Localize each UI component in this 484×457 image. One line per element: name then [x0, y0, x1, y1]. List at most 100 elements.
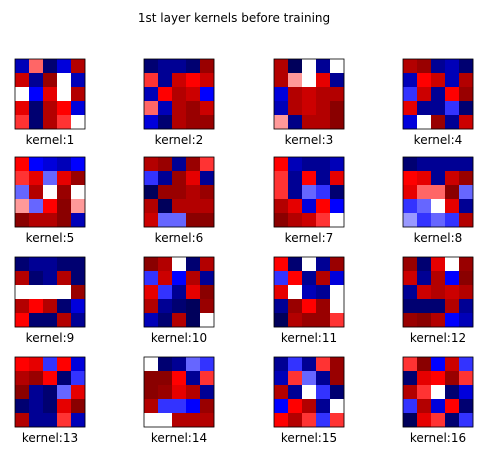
kernel-12-cell: [431, 257, 446, 272]
kernel-2-cell: [144, 87, 159, 102]
kernel-14-cell: [158, 413, 173, 428]
kernel-panel-10: kernel:10: [143, 256, 215, 345]
kernel-10-frame: [143, 256, 215, 328]
kernel-3-cell: [274, 59, 289, 74]
kernel-6-cell: [172, 199, 187, 214]
kernel-13-cell: [29, 399, 44, 414]
kernel-11-cell: [302, 285, 317, 300]
kernel-5-cell: [43, 185, 58, 200]
kernel-3-cell: [316, 59, 331, 74]
kernel-7-cell: [316, 171, 331, 186]
kernel-panel-9: kernel:9: [14, 256, 86, 345]
kernel-12-cell: [431, 285, 446, 300]
kernel-14-cell: [172, 399, 187, 414]
kernel-6-cell: [186, 157, 201, 172]
kernel-5-cell: [29, 213, 44, 228]
kernel-16-cell: [459, 399, 474, 414]
kernel-12-cell: [445, 271, 460, 286]
kernel-11-cell: [288, 285, 303, 300]
kernel-7-cell: [316, 185, 331, 200]
kernel-5-cell: [43, 171, 58, 186]
kernel-1-cell: [57, 87, 72, 102]
kernel-8-frame: [402, 156, 474, 228]
kernel-9-cell: [15, 271, 30, 286]
kernel-3-cell: [274, 101, 289, 116]
kernel-6-cell: [144, 157, 159, 172]
kernel-7-cell: [302, 157, 317, 172]
kernel-panel-16: kernel:16: [402, 356, 474, 445]
kernel-14-cell: [200, 385, 215, 400]
kernel-11-cell: [316, 257, 331, 272]
kernel-15-cell: [288, 357, 303, 372]
kernel-14-cell: [172, 413, 187, 428]
kernel-1-cell: [15, 115, 30, 130]
kernel-6-cell: [200, 157, 215, 172]
kernel-10-cell: [200, 257, 215, 272]
kernel-6-cell: [186, 185, 201, 200]
kernel-2-frame: [143, 58, 215, 130]
kernel-7-cell: [288, 185, 303, 200]
kernel-15-cell: [274, 357, 289, 372]
kernel-12-cell: [417, 313, 432, 328]
figure-title: 1st layer kernels before training: [138, 11, 330, 25]
kernel-2-cell: [158, 87, 173, 102]
kernel-6-cell: [200, 199, 215, 214]
kernel-6-frame: [143, 156, 215, 228]
kernel-15-frame: [273, 356, 345, 428]
kernel-11-cell: [274, 313, 289, 328]
kernel-15-cell: [302, 371, 317, 386]
kernel-15-cell: [316, 385, 331, 400]
kernel-panel-15: kernel:15: [273, 356, 345, 445]
kernel-4-frame: [402, 58, 474, 130]
kernel-8-cell: [459, 213, 474, 228]
kernel-7-cell: [330, 171, 345, 186]
kernel-10-cell: [200, 285, 215, 300]
kernel-5-cell: [29, 199, 44, 214]
kernel-5-cell: [29, 157, 44, 172]
kernel-15-cell: [330, 399, 345, 414]
kernel-2-cell: [158, 101, 173, 116]
kernel-5-cell: [71, 213, 86, 228]
kernel-4-cell: [445, 73, 460, 88]
kernel-13-cell: [43, 357, 58, 372]
kernel-9-cell: [15, 285, 30, 300]
kernel-1-cell: [57, 101, 72, 116]
kernel-2-cell: [186, 101, 201, 116]
kernel-4-cell: [431, 59, 446, 74]
kernel-12-cell: [459, 271, 474, 286]
kernel-15-cell: [316, 413, 331, 428]
kernel-2-cell: [200, 101, 215, 116]
kernel-2-cell: [186, 59, 201, 74]
kernel-14-cell: [158, 371, 173, 386]
kernel-11-cell: [330, 313, 345, 328]
kernel-15-cell: [316, 371, 331, 386]
kernel-2-cell: [172, 101, 187, 116]
kernel-3-cell: [288, 73, 303, 88]
kernel-6-cell: [158, 213, 173, 228]
kernel-15-cell: [274, 399, 289, 414]
kernel-13-cell: [71, 399, 86, 414]
kernel-7-cell: [302, 185, 317, 200]
kernel-2-label: kernel:2: [155, 133, 204, 147]
kernel-12-cell: [431, 313, 446, 328]
kernel-14-cell: [144, 413, 159, 428]
kernel-9-cell: [29, 271, 44, 286]
kernel-16-cell: [431, 399, 446, 414]
kernel-11-cell: [274, 271, 289, 286]
kernel-2-cell: [200, 59, 215, 74]
kernel-11-cell: [288, 299, 303, 314]
kernel-5-cell: [71, 171, 86, 186]
kernel-6-label: kernel:6: [155, 231, 204, 245]
kernel-8-cell: [403, 157, 418, 172]
kernel-5-cell: [71, 199, 86, 214]
kernel-8-cell: [431, 213, 446, 228]
kernel-9-cell: [43, 299, 58, 314]
kernel-8-cell: [459, 199, 474, 214]
kernel-3-cell: [316, 87, 331, 102]
kernel-14-cell: [158, 357, 173, 372]
kernel-1-cell: [15, 87, 30, 102]
kernel-8-cell: [403, 199, 418, 214]
kernel-2-cell: [158, 115, 173, 130]
kernel-13-cell: [15, 385, 30, 400]
kernel-1-cell: [29, 101, 44, 116]
